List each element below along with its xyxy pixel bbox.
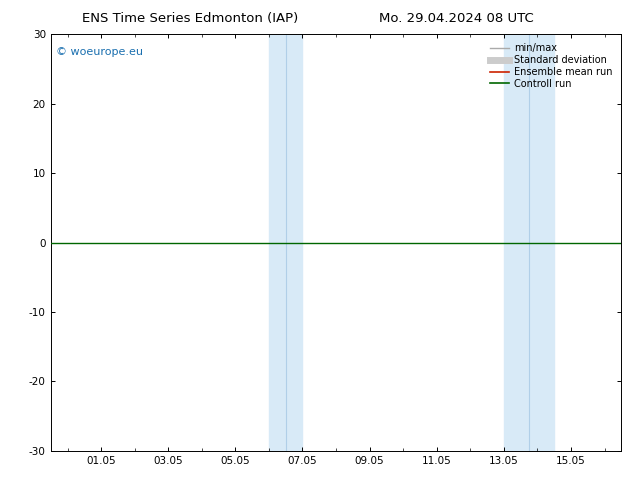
- Text: © woeurope.eu: © woeurope.eu: [56, 47, 143, 57]
- Bar: [269, 34, 302, 451]
- Text: ENS Time Series Edmonton (IAP): ENS Time Series Edmonton (IAP): [82, 12, 299, 25]
- Legend: min/max, Standard deviation, Ensemble mean run, Controll run: min/max, Standard deviation, Ensemble me…: [486, 39, 616, 93]
- Text: Mo. 29.04.2024 08 UTC: Mo. 29.04.2024 08 UTC: [379, 12, 534, 25]
- Bar: [504, 34, 554, 451]
